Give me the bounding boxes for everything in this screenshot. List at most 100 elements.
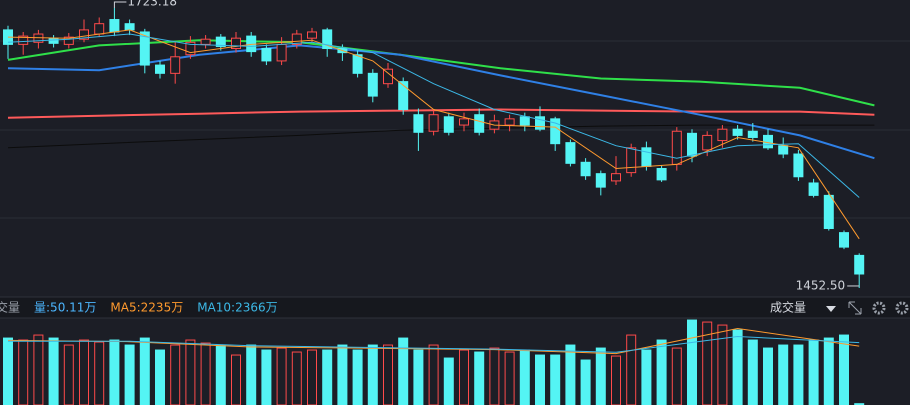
candle-body: [656, 167, 667, 181]
volume-selector[interactable]: 成交量: [770, 300, 806, 315]
ma-line: [7, 327, 860, 355]
low-label: 1452.50: [796, 278, 846, 292]
candle-body: [626, 147, 637, 174]
volume-bar: [261, 349, 272, 405]
volume-bar: [63, 344, 74, 405]
volume-bar: [124, 344, 135, 405]
candle-body: [48, 37, 59, 44]
candle-body: [459, 118, 469, 126]
candle-body: [550, 118, 561, 145]
volume-bar: [641, 349, 652, 405]
ma-line: [7, 108, 875, 119]
candle-body: [808, 182, 819, 196]
volume-bar: [170, 344, 181, 405]
candle-body: [261, 48, 272, 62]
candle-body: [763, 134, 773, 149]
candle-body: [428, 114, 439, 132]
volume-bar: [504, 351, 515, 405]
candle-body: [307, 31, 317, 39]
ma-line: [8, 335, 860, 353]
candle-body: [79, 29, 89, 40]
volume-bar: [747, 339, 758, 405]
volume-bar: [185, 339, 196, 405]
volume-bar: [489, 347, 500, 405]
dropdown-arrow[interactable]: [826, 306, 836, 312]
volume-bar: [307, 349, 317, 405]
volume-bar: [702, 321, 713, 405]
volume-bar: [687, 319, 697, 405]
volume-bar: [550, 354, 561, 405]
volume-bar: [155, 349, 165, 405]
volume-bar: [717, 324, 728, 405]
volume-bar: [626, 334, 637, 405]
candle-body: [641, 147, 652, 167]
candle-body: [732, 128, 743, 136]
legend-item: MA10:2366万: [197, 301, 277, 315]
candle-body: [580, 161, 591, 177]
volume-bar: [519, 349, 530, 405]
candle-body: [185, 41, 196, 56]
candle-body: [687, 132, 697, 157]
settings-icon[interactable]: [872, 301, 886, 315]
candle-body: [200, 38, 211, 45]
candle-body: [823, 194, 834, 229]
volume-bar: [383, 344, 393, 405]
volume-bar: [428, 344, 439, 405]
volume-bar: [352, 349, 363, 405]
legend-item: 量:50.11万: [34, 301, 96, 315]
candle-body: [398, 81, 409, 111]
volume-bar: [79, 339, 89, 405]
volume-bar: [337, 344, 348, 405]
volume-bar: [793, 344, 804, 405]
candle-body: [383, 68, 393, 85]
volume-bar: [94, 341, 105, 405]
expand-icon[interactable]: [848, 301, 862, 315]
candle-body: [215, 36, 226, 47]
settings-icon[interactable]: [895, 301, 909, 315]
volume-bar: [732, 329, 743, 405]
candle-body: [474, 114, 485, 133]
candle-body: [94, 23, 105, 35]
volume-bar: [839, 334, 849, 405]
candle-body: [747, 130, 758, 138]
volume-bar: [367, 344, 378, 405]
legend-item: 交量: [0, 300, 20, 315]
candle-body: [443, 116, 454, 133]
candle-body: [367, 72, 378, 97]
candle-body: [702, 134, 713, 151]
volume-bar: [291, 351, 302, 405]
candle-body: [352, 54, 363, 74]
volume-bar: [535, 354, 545, 405]
candle-body: [535, 116, 545, 130]
volume-bar: [139, 337, 150, 405]
volume-legend: 交量 量:50.11万 MA5:2235万 MA10:2366万: [0, 300, 278, 315]
volume-bar: [215, 344, 226, 405]
volume-bar: [580, 359, 591, 405]
volume-bar: [595, 347, 606, 405]
candle-body: [276, 43, 287, 62]
candle-body: [170, 56, 181, 74]
volume-bar: [808, 339, 819, 405]
volume-bar: [3, 337, 13, 405]
volume-bar: [671, 347, 682, 405]
candle-body: [565, 142, 576, 164]
volume-header: [0, 297, 910, 318]
candle-body: [291, 33, 302, 45]
volume-bar: [33, 334, 44, 405]
candle-body: [778, 145, 789, 155]
volume-bar: [854, 403, 865, 405]
candle-body: [595, 173, 606, 188]
volume-bar: [322, 349, 333, 405]
volume-bar: [276, 347, 287, 405]
candle-body: [322, 29, 333, 50]
candle-body: [231, 37, 241, 50]
volume-bar: [231, 354, 241, 405]
candle-body: [139, 31, 150, 66]
volume-bar: [48, 337, 59, 405]
volume-bar: [474, 351, 485, 405]
ma-line: [7, 33, 860, 198]
volume-bar: [565, 344, 576, 405]
volume-bar: [18, 339, 29, 405]
